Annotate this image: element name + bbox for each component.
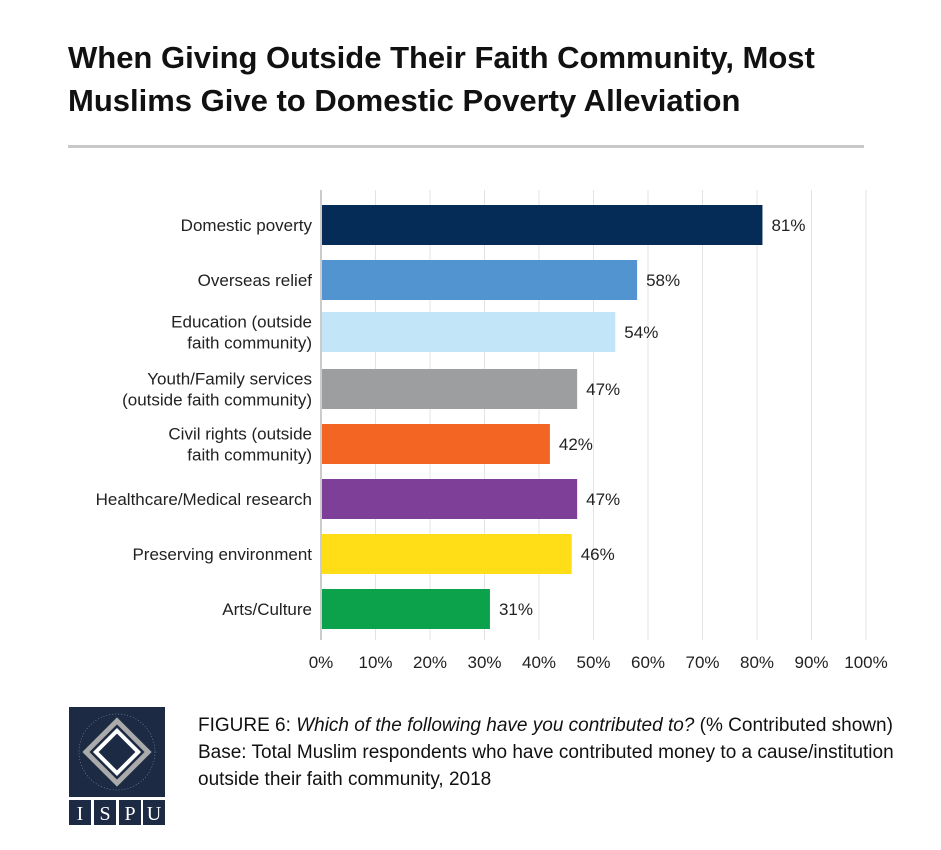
x-tick-label: 30% [467,653,501,672]
data-label: 47% [586,380,620,399]
category-label: Youth/Family services [147,370,312,389]
title-divider [68,145,864,148]
x-tick-label: 20% [413,653,447,672]
category-label: Preserving environment [132,545,312,564]
x-tick-label: 90% [794,653,828,672]
category-label: Education (outside [171,313,312,332]
x-tick-label: 60% [631,653,665,672]
category-label: Overseas relief [198,271,313,290]
bar [322,424,550,464]
category-label: faith community) [187,334,312,353]
caption-details: (% Contributed shown) Base: Total Muslim… [198,715,894,790]
x-tick-label: 70% [685,653,719,672]
data-label: 47% [586,490,620,509]
bar [322,479,578,519]
category-label: faith community) [187,446,312,465]
bar [322,312,616,352]
bar [322,369,578,409]
x-tick-label: 100% [844,653,887,672]
svg-text:S: S [99,803,110,825]
figure-caption: FIGURE 6: Which of the following have yo… [198,715,894,790]
x-tick-label: 0% [309,653,334,672]
bar [322,205,763,245]
data-label: 81% [771,216,805,235]
x-tick-label: 10% [358,653,392,672]
category-label: Healthcare/Medical research [96,490,312,509]
svg-text:I: I [77,803,84,825]
bar [322,260,638,300]
category-label: Civil rights (outside [168,425,312,444]
bar-chart: 0% 10% 20% 30% 40% 50% 60% 70% 80% 90% 100% 81% Dome… [96,190,888,672]
svg-text:P: P [124,803,135,825]
bar [322,534,572,574]
category-label: Arts/Culture [222,600,312,619]
caption-question: Which of the following have you contribu… [296,715,695,736]
data-label: 46% [581,545,615,564]
bar [322,589,490,629]
x-tick-label: 50% [576,653,610,672]
caption-label: FIGURE 6 [198,715,286,736]
chart-title: When Giving Outside Their Faith Communit… [68,40,815,118]
data-label: 54% [624,323,658,342]
category-label: (outside faith community) [122,391,312,410]
data-label: 58% [646,271,680,290]
x-tick-label: 80% [740,653,774,672]
data-label: 31% [499,600,533,619]
category-label: Domestic poverty [181,216,313,235]
data-label: 42% [559,435,593,454]
x-tick-label: 40% [522,653,556,672]
svg-text:U: U [147,803,162,825]
